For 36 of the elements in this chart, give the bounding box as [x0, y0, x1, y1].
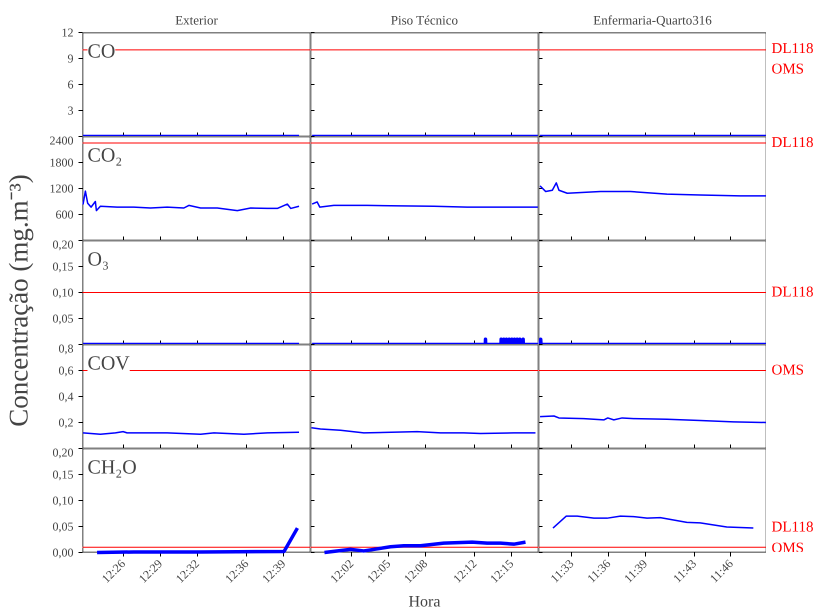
y-tick-label: 2400: [50, 134, 74, 148]
x-axis-title: Hora: [408, 594, 440, 609]
annotation: O₃: [88, 248, 109, 270]
y-tick-label: 0,2: [58, 416, 74, 430]
y-tick-label: 9: [68, 52, 74, 66]
y-tick-label: 3: [68, 104, 74, 118]
chart-title: Exterior: [175, 12, 218, 28]
y-tick-label: 0,4: [58, 390, 74, 404]
annotation: CO₂: [88, 144, 122, 166]
y-tick-label: 0,6: [58, 364, 74, 378]
ref-line-label: DL118 OMS: [772, 40, 814, 78]
chart-title: Enfermaria-Quarto316: [593, 12, 712, 28]
annotation: COV: [88, 352, 130, 374]
line-series: [95, 526, 300, 554]
y-tick-label: 1800: [50, 156, 74, 170]
y-tick-label: 600: [56, 208, 74, 222]
y-axis-title: Concentração (mg.m⁻³): [4, 174, 34, 427]
y-tick-label: 0,8: [58, 342, 74, 356]
annotation: CO: [88, 40, 116, 62]
annotation: CH₂O: [88, 456, 137, 478]
chart-title: Piso Técnico: [390, 12, 458, 28]
y-tick-label: 0,15: [52, 468, 74, 482]
y-tick-label: 6: [68, 78, 74, 92]
ref-line-label: OMS: [772, 362, 804, 378]
y-tick-label: 12: [62, 26, 74, 40]
y-tick-label: 0,05: [52, 312, 74, 326]
y-tick-label: 0,05: [52, 520, 74, 534]
y-tick-label: 0,00: [52, 546, 74, 560]
y-tick-label: 1200: [50, 182, 74, 196]
y-tick-label: 0,20: [52, 238, 74, 252]
y-tick-label: 0,10: [52, 494, 74, 508]
y-tick-label: 0,10: [52, 286, 74, 300]
ref-line-label: DL118: [772, 135, 814, 151]
ref-line-label: DL118: [772, 284, 814, 300]
y-tick-label: 0,15: [52, 260, 74, 274]
y-tick-label: 0,20: [52, 446, 74, 460]
